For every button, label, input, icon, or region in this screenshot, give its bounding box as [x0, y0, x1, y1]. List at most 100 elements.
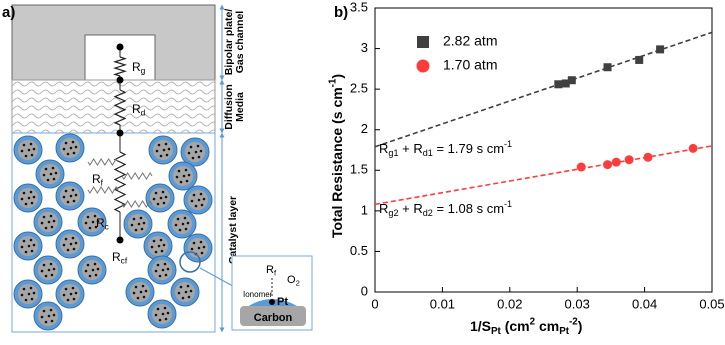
annotation: Rg1 + Rd1 = 1.79 s cm-1: [379, 139, 512, 158]
pt-particle: [84, 221, 88, 225]
text-part: -1: [504, 199, 512, 209]
pt-particle: [30, 249, 34, 253]
pt-particle: [187, 151, 191, 155]
pt-particle: [66, 248, 70, 252]
pt-particle: [183, 216, 187, 220]
plot-frame: [374, 7, 713, 293]
annotation: Rg2 + Rd2 = 1.08 s cm-1: [379, 199, 512, 218]
text-part: O: [287, 274, 296, 286]
pt-particle: [191, 156, 195, 160]
x-tick-label: 0: [371, 296, 378, 311]
pt-particle: [194, 204, 198, 208]
pt-particle: [94, 273, 98, 277]
pt-particle: [141, 284, 145, 288]
pt-particle: [197, 155, 201, 159]
y-tick-label: 0: [361, 283, 368, 298]
y-tick-label: 1: [361, 202, 368, 217]
pt-particle: [185, 179, 189, 183]
point: [576, 162, 586, 172]
text-part: f: [101, 178, 104, 188]
pt-particle: [192, 193, 196, 197]
text-part: ): [578, 318, 583, 334]
pt-particle: [162, 243, 166, 247]
pt-particle: [40, 269, 44, 273]
pt-particle: [166, 267, 170, 271]
pt-particle: [42, 215, 46, 219]
text-part: = 1.79 s cm: [433, 141, 504, 156]
resistor-label: Rd: [132, 102, 146, 118]
pt-particle: [161, 190, 165, 194]
pt-particle: [163, 306, 167, 310]
pt-particle: [142, 221, 146, 225]
resistor: [113, 89, 127, 126]
pt-particle: [154, 250, 158, 254]
x-tick-label: 0.01: [430, 296, 455, 311]
panel-label: b): [334, 4, 348, 21]
point: [656, 45, 665, 54]
y-axis-title: Total Resistance (s cm-1): [327, 74, 345, 238]
pt-particle: [29, 238, 33, 242]
pt-particle: [139, 290, 143, 294]
pt-particle: [155, 149, 159, 153]
pt-particle: [184, 290, 188, 294]
point: [624, 155, 634, 165]
pt-particle: [30, 201, 34, 205]
pt-particle: [140, 227, 144, 231]
text-part: cm: [535, 318, 559, 334]
inset-label: Carbon: [254, 312, 293, 324]
pt-particle: [24, 154, 28, 158]
pt-particle: [194, 150, 198, 154]
node: [116, 76, 124, 84]
pt-particle: [46, 178, 50, 182]
pt-particle: [72, 151, 76, 155]
point: [554, 80, 563, 89]
pt-particle: [178, 228, 182, 232]
resistor: [121, 172, 153, 180]
pt-particle: [27, 244, 31, 248]
pt-particle: [50, 319, 54, 323]
node: [116, 236, 124, 244]
pt-particle: [27, 196, 31, 200]
y-tick-label: 0.5: [350, 243, 368, 258]
pt-particle: [49, 214, 53, 218]
pt-particle: [136, 296, 140, 300]
pt-particle: [132, 217, 136, 221]
pt-particle: [66, 152, 70, 156]
pt-particle: [24, 202, 28, 206]
text-part: Pt: [559, 326, 570, 337]
pt-particle: [182, 174, 186, 178]
pt-particle: [74, 241, 78, 245]
pt-particle: [86, 215, 90, 219]
text-part: cf: [121, 256, 128, 266]
pt-particle: [186, 221, 190, 225]
pt-particle: [164, 273, 168, 277]
pt-particle: [199, 240, 203, 244]
pt-particle: [177, 169, 181, 173]
pt-particle: [32, 195, 36, 199]
pt-particle: [134, 285, 138, 289]
pt-particle: [29, 142, 33, 146]
node: [116, 43, 124, 51]
text-part: -1: [327, 78, 338, 87]
pt-particle: [142, 295, 146, 299]
resistor: [113, 56, 127, 77]
y-tick-label: 2: [361, 121, 368, 136]
pt-particle: [154, 269, 158, 273]
pt-particle: [52, 177, 56, 181]
pt-particle: [52, 313, 56, 317]
pt-particle: [181, 222, 185, 226]
pt-particle: [27, 292, 31, 296]
pt-particle: [197, 246, 201, 250]
pt-particle: [62, 195, 66, 199]
inset-label: Rf: [266, 264, 277, 277]
pt-particle: [158, 318, 162, 322]
pt-particle: [96, 267, 100, 271]
point: [688, 143, 698, 153]
resistor: [121, 200, 153, 208]
pt-particle: [88, 226, 92, 230]
inset-carbon: [240, 306, 306, 326]
text-part: d2: [423, 208, 433, 218]
point: [643, 152, 653, 162]
